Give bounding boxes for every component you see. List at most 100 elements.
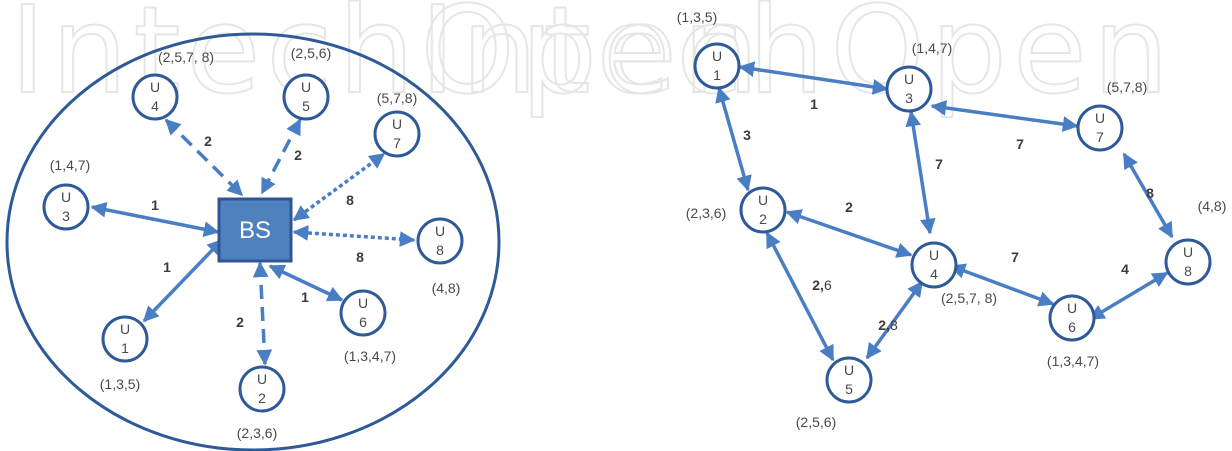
node-letter: U [929,247,939,263]
node-number: 2 [258,390,266,406]
right-weight-u7-u8: 8 [1146,185,1154,201]
weight-rest-part: 6 [824,277,832,293]
left-node-u7 [373,110,421,158]
node-number: 2 [759,211,767,227]
node-number: 1 [713,67,721,83]
right-tuple-u6: (1,3,4,7) [1047,353,1099,369]
left-node-u2 [238,365,286,413]
left-weight-u3: 1 [151,197,159,213]
left-node-u1 [101,315,149,363]
node-letter: U [120,321,130,337]
right-edge-u3-u4 [905,110,936,235]
left-tuple-u1: (1,3,5) [100,376,140,392]
node-letter: U [61,189,71,205]
node-number: 1 [121,340,129,356]
left-node-u5 [282,73,330,121]
right-node-u3 [885,65,933,113]
watermark: IntechOpen [420,0,1175,121]
right-edge-u2-u5 [765,231,835,362]
right-weight-u2-u4: 2 [845,199,853,215]
node-number: 4 [151,98,159,114]
cell-boundary [5,32,501,451]
node-letter: U [1183,244,1193,260]
left-weight-u7: 8 [346,192,354,208]
right-node-u8 [1164,238,1212,286]
right-edge-u1-u2 [715,86,752,192]
left-edge-bs-u1 [142,238,224,323]
weight-rest-part: 8 [890,317,898,333]
node-number: 5 [302,98,310,114]
left-weight-u4: 2 [204,133,212,149]
node-number: 7 [1096,129,1104,145]
node-number: 6 [359,314,367,330]
right-tuple-u5: (2,5,6) [796,414,836,430]
node-letter: U [358,295,368,311]
left-edge-bs-u6 [268,264,344,302]
left-edge-bs-u5 [260,118,302,195]
node-letter: U [758,192,768,208]
right-edge-u6-u8 [1088,271,1169,321]
right-weight-u1-u2: 3 [743,127,751,143]
left-tuple-u7: (5,7,8) [377,90,417,106]
right-tuple-u2: (2,3,6) [686,205,726,221]
right-weight-u4-u6: 7 [1011,249,1019,265]
left-tuple-u8: (4,8) [432,280,461,296]
right-tuple-u1: (1,3,5) [677,9,717,25]
base-station [217,197,293,263]
node-letter: U [392,116,402,132]
node-letter: U [844,362,854,378]
left-node-u6 [339,289,387,337]
right-tuple-u4: (2,5,7, 8) [941,290,997,306]
right-node-u7 [1076,104,1124,152]
node-number: 3 [62,208,70,224]
right-tuple-u8: (4,8) [1198,198,1227,214]
left-tuple-u4: (2,5,7, 8) [158,49,214,65]
node-number: 3 [905,90,913,106]
left-tuple-u3: (1,4,7) [50,157,90,173]
right-weight-u6-u8: 4 [1121,261,1129,277]
node-number: 4 [930,266,938,282]
left-node-u8 [416,217,464,265]
right-edge-u2-u4 [785,209,913,258]
left-node-u3 [42,183,90,231]
right-weight-u3-u7: 7 [1016,136,1024,152]
node-number: 7 [393,135,401,151]
left-edge-bs-u2 [252,261,273,366]
right-weight-u3-u4: 7 [935,156,943,172]
left-weight-u8: 8 [356,249,364,265]
right-weight-u1-u3: 1 [810,96,818,112]
left-node-u4 [131,73,179,121]
right-node-u2 [739,186,787,234]
right-edge-u4-u6 [949,263,1055,307]
node-number: 6 [1068,319,1076,335]
right-weight-u4-u5: 2,8 [878,317,898,333]
left-edge-bs-u4 [164,118,244,197]
node-letter: U [1095,110,1105,126]
left-tuple-u2: (2,3,6) [237,425,277,441]
right-node-u6 [1048,294,1096,342]
left-tuple-u6: (1,3,4,7) [344,348,396,364]
left-weight-u2: 2 [236,314,244,330]
weight-bold-part: 2, [878,317,890,333]
left-weight-u5: 2 [294,147,302,163]
left-weight-u1: 1 [163,259,171,275]
left-edge-bs-u3 [90,202,220,237]
left-edge-bs-u7 [292,152,386,222]
node-letter: U [1067,300,1077,316]
left-weight-u6: 1 [301,289,309,305]
right-weight-u2-u5: 2,6 [812,277,832,293]
left-edge-bs-u8 [292,225,416,247]
base-station-label: BS [239,217,271,244]
node-letter: U [904,71,914,87]
node-letter: U [435,223,445,239]
node-letter: U [257,371,267,387]
right-tuple-u7: (5,7,8) [1107,79,1147,95]
right-diagram: U 1 U 3 U 2 U 4 U 5 U 6 U 7 U 8 (1,3,5) … [677,9,1227,430]
right-tuple-u3: (1,4,7) [912,40,952,56]
node-number: 8 [1184,263,1192,279]
node-number: 5 [845,381,853,397]
right-edge-u1-u3 [738,61,889,95]
right-edge-u4-u5 [865,280,924,360]
node-letter: U [150,79,160,95]
